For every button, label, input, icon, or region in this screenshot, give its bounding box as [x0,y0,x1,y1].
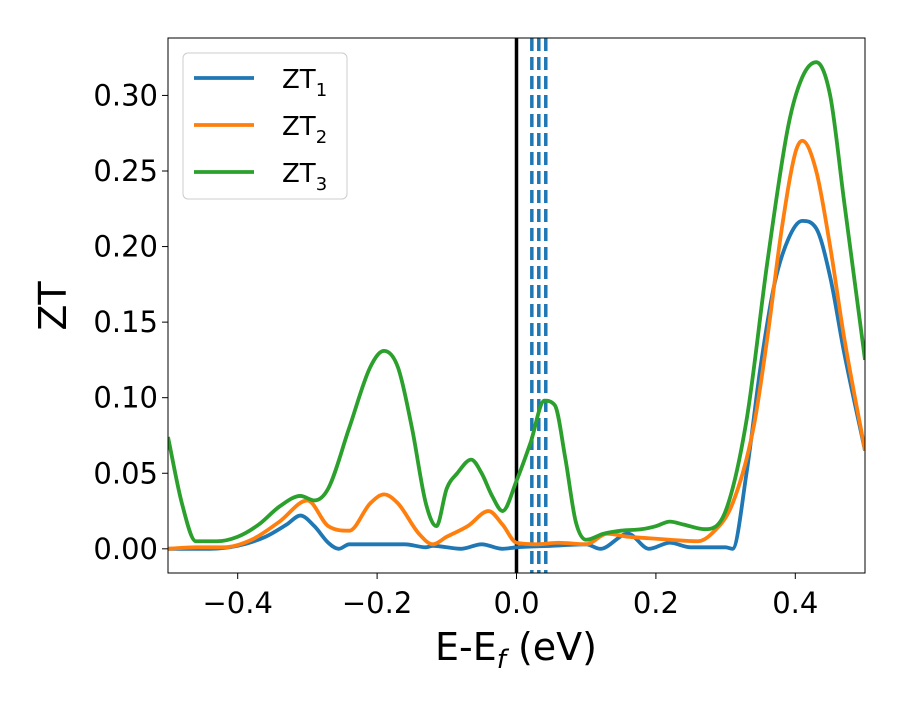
series-layer [168,60,865,551]
series-line-2 [168,138,865,551]
x-tick-label: 0.2 [633,586,679,620]
legend-box [182,52,348,200]
x-tick-label: 0.4 [772,586,818,620]
y-tick-label: 0.10 [93,381,158,415]
x-axis-title: E-Ef (eV) [435,625,597,675]
y-tick-label: 0.30 [93,78,158,112]
y-tick-label: 0.05 [93,456,158,490]
x-tick-label: 0.0 [493,586,539,620]
y-tick-label: 0.25 [93,154,158,188]
y-tick-label: 0.00 [93,532,158,566]
legend-label-3: ZT3 [282,159,327,195]
legend-label-2: ZT2 [282,112,327,148]
x-tick-label: −0.4 [202,586,272,620]
y-axis-title: ZT [31,281,75,331]
x-axis-title-unit: (eV) [506,625,597,669]
x-tick-label: −0.2 [342,586,412,620]
y-tick-label: 0.15 [93,305,158,339]
legend-label-1: ZT1 [282,65,327,101]
y-tick-label: 0.20 [93,230,158,264]
y-axis: 0.00 0.05 0.10 0.15 0.20 0.25 0.30 [93,78,168,566]
series-line-3 [168,60,865,544]
x-axis: −0.4 −0.2 0.0 0.2 0.4 [202,573,818,620]
legend: ZT1 ZT2 ZT3 [182,52,348,200]
